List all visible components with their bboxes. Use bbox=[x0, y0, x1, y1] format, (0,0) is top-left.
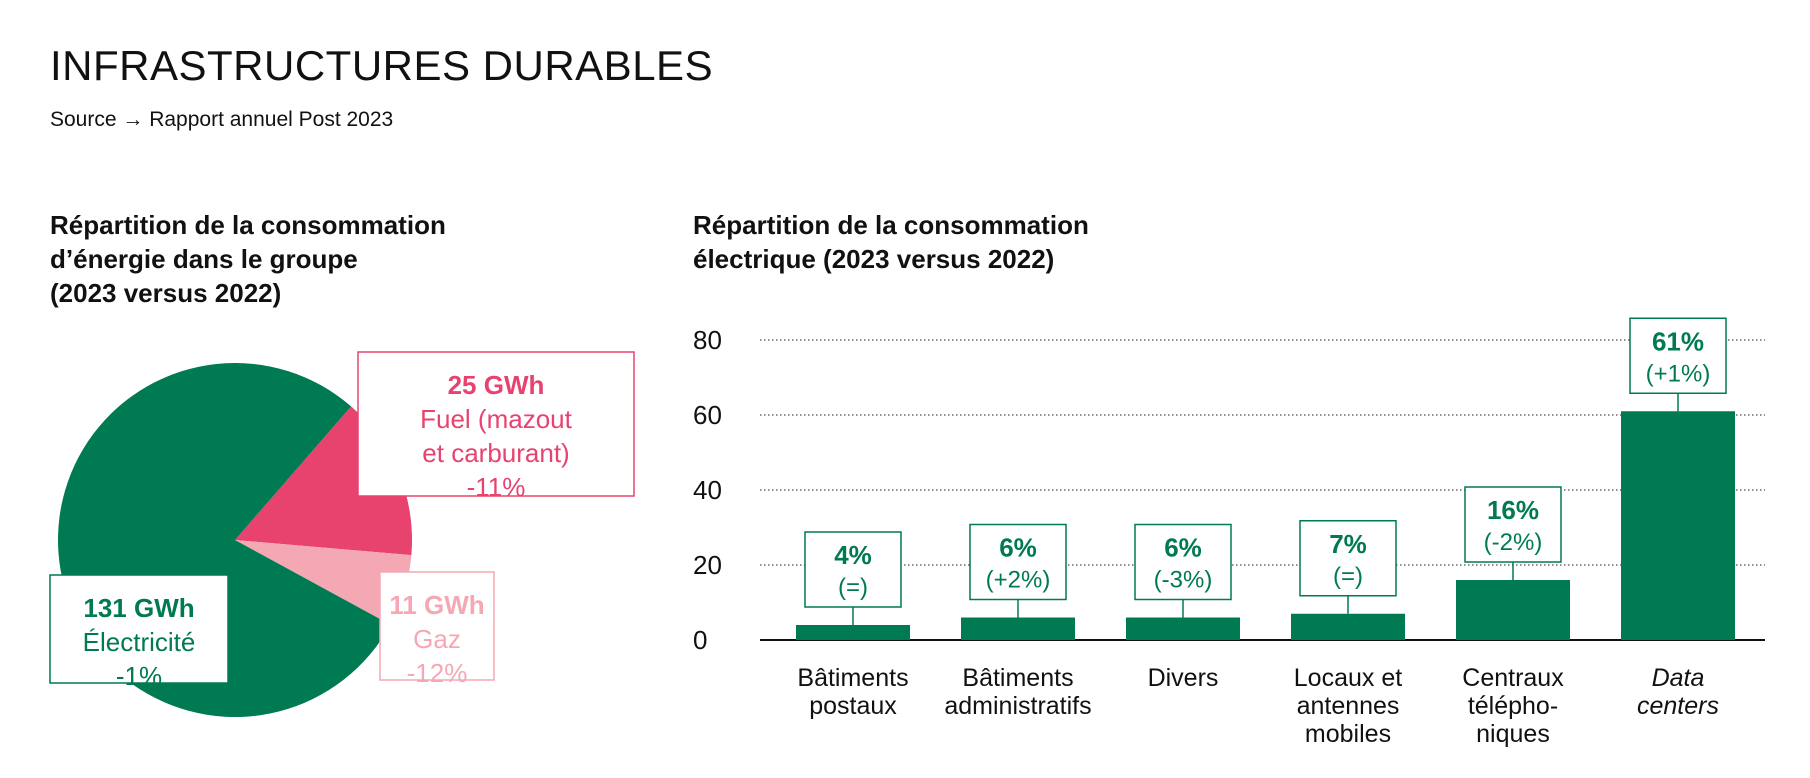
bar bbox=[1621, 411, 1735, 640]
bar-label-box bbox=[969, 523, 1067, 601]
x-category-label: Locaux et bbox=[1294, 664, 1402, 692]
x-category-label: antennes bbox=[1297, 692, 1400, 720]
y-tick-label: 20 bbox=[693, 550, 722, 580]
bar-value-label: 4% bbox=[834, 540, 872, 570]
bar-label-box bbox=[1464, 486, 1562, 563]
bar-label-box bbox=[804, 531, 902, 608]
pie-label-electricite-text: Électricité bbox=[83, 627, 196, 657]
bar-title-line: électrique (2023 versus 2022) bbox=[693, 244, 1055, 274]
pie-chart-title: Répartition de la consommation d’énergie… bbox=[50, 208, 446, 310]
pie-title-line: Répartition de la consommation bbox=[50, 210, 446, 240]
bar-change-label: (-3%) bbox=[1154, 567, 1213, 594]
x-category-label: télépho- bbox=[1468, 692, 1558, 720]
pie-title-line: d’énergie dans le groupe bbox=[50, 244, 358, 274]
pie-slice bbox=[235, 540, 412, 625]
bar-value-label: 16% bbox=[1487, 495, 1539, 525]
pie-label-electricite-value: 131 GWh bbox=[83, 593, 194, 623]
pie-label-fuel-text: et carburant) bbox=[422, 438, 569, 468]
pie-label-fuel-box bbox=[357, 351, 635, 497]
bar-label-box bbox=[1134, 523, 1232, 601]
bar bbox=[796, 625, 910, 640]
pie-label-gaz-box bbox=[379, 571, 495, 681]
y-tick-label: 80 bbox=[693, 325, 722, 355]
bar bbox=[1456, 580, 1570, 640]
pie-label-fuel-text: Fuel (mazout bbox=[420, 404, 572, 434]
x-category-label: Data bbox=[1652, 664, 1705, 692]
x-category-label: mobiles bbox=[1305, 720, 1391, 748]
x-category-label: postaux bbox=[809, 692, 897, 720]
x-category-label: niques bbox=[1476, 720, 1550, 748]
x-category-label: Bâtiments bbox=[962, 664, 1073, 692]
bar-change-label: (+2%) bbox=[986, 567, 1051, 594]
bar-change-label: (-2%) bbox=[1484, 529, 1543, 556]
y-tick-label: 40 bbox=[693, 475, 722, 505]
bar-chart-title: Répartition de la consommation électriqu… bbox=[693, 208, 1089, 276]
pie-label-fuel-value: 25 GWh bbox=[448, 370, 545, 400]
pie-label-electricite-box bbox=[49, 574, 229, 684]
bar bbox=[1291, 613, 1405, 640]
x-category-label: Bâtiments bbox=[797, 664, 908, 692]
x-category-label: Centraux bbox=[1462, 664, 1564, 692]
pie-label-fuel-text: -11% bbox=[467, 472, 526, 502]
pie-label-electricite-text: -1% bbox=[116, 661, 162, 691]
bar-value-label: 6% bbox=[1164, 533, 1202, 563]
bar-change-label: (=) bbox=[838, 574, 868, 601]
bar bbox=[1126, 617, 1240, 640]
y-tick-label: 0 bbox=[693, 625, 707, 655]
pie-label-gaz-value: 11 GWh bbox=[389, 590, 484, 620]
bar-value-label: 6% bbox=[999, 533, 1037, 563]
bar-value-label: 7% bbox=[1329, 529, 1367, 559]
pie-title-line: (2023 versus 2022) bbox=[50, 278, 282, 308]
x-category-label: centers bbox=[1637, 692, 1719, 720]
x-category-label: administratifs bbox=[944, 692, 1091, 720]
bar-label-box bbox=[1299, 520, 1397, 597]
bar bbox=[961, 617, 1075, 640]
bar-title-line: Répartition de la consommation bbox=[693, 210, 1089, 240]
x-category-label: Divers bbox=[1148, 664, 1219, 692]
pie-label-gaz-text: -12% bbox=[407, 658, 468, 688]
bar-change-label: (=) bbox=[1333, 563, 1363, 590]
source-note: Source → Rapport annuel Post 2023 bbox=[50, 108, 394, 131]
bar-value-label: 61% bbox=[1652, 326, 1704, 356]
y-tick-label: 60 bbox=[693, 400, 722, 430]
bar-label-box bbox=[1629, 317, 1727, 394]
page-title: INFRASTRUCTURES DURABLES bbox=[50, 42, 714, 89]
pie-label-gaz-text: Gaz bbox=[413, 624, 461, 654]
bar-change-label: (+1%) bbox=[1646, 360, 1711, 387]
